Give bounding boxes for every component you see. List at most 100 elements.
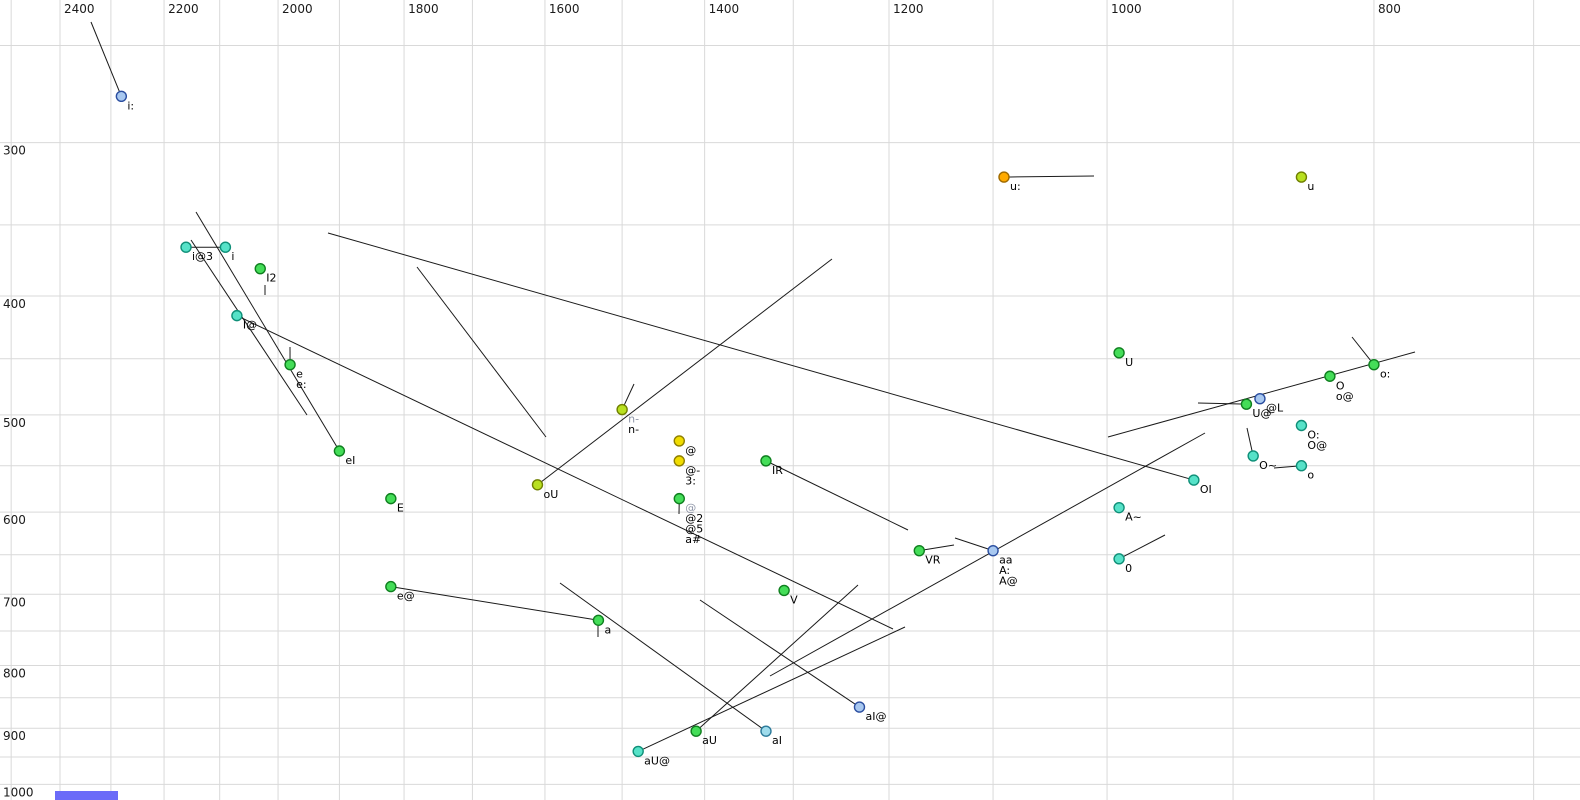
point-label-o: o — [1307, 469, 1314, 482]
point-label-aa: aa — [999, 554, 1012, 567]
data-point-i[interactable] — [219, 241, 232, 253]
data-point-O~[interactable] — [1247, 450, 1259, 462]
data-point-O:[interactable] — [1295, 419, 1308, 432]
x-axis-tick-label: 1600 — [549, 2, 580, 16]
data-point-O[interactable] — [1324, 370, 1336, 382]
point-label-e: e: — [296, 378, 306, 391]
point-label-@L: @L — [1266, 402, 1284, 415]
x-axis-tick-label: 1800 — [408, 2, 439, 16]
trajectory-line — [1118, 534, 1166, 560]
selection-artifact — [55, 791, 118, 800]
data-point-VR[interactable] — [913, 544, 925, 557]
point-label-IR: IR — [772, 464, 783, 477]
trajectory-line — [190, 239, 308, 416]
data-point-u[interactable] — [1295, 171, 1308, 183]
trajectory-line — [919, 544, 955, 552]
y-axis-tick-label: 400 — [3, 297, 26, 311]
x-axis-tick-label: 1400 — [709, 2, 740, 16]
point-label-3:: 3: — [685, 474, 696, 487]
data-point-0[interactable] — [1113, 553, 1125, 565]
data-point-o:[interactable] — [1368, 358, 1380, 371]
point-label-I2: I2 — [266, 272, 276, 285]
point-label-@: @ — [685, 444, 696, 457]
data-point-n-[interactable] — [616, 403, 628, 416]
y-axis-tick-label: 700 — [3, 595, 26, 609]
y-axis-tick-label: 900 — [3, 729, 26, 743]
point-label-aU@: aU@ — [644, 754, 670, 767]
point-label-@2: @ — [685, 502, 696, 515]
x-axis-tick-label: 800 — [1378, 2, 1401, 16]
trajectory-layer — [90, 21, 1416, 752]
artifact-layer — [55, 791, 118, 800]
y-axis-tick-label: 800 — [3, 666, 26, 680]
data-point-eI[interactable] — [333, 445, 346, 457]
y-axis-tick-label: 1000 — [3, 785, 34, 799]
point-label-3:: @- — [685, 464, 700, 477]
point-label-@2: @5 — [685, 523, 703, 536]
point-label-n-: n- — [628, 413, 639, 426]
point-label-oU: oU — [543, 488, 558, 501]
data-point-aU[interactable] — [690, 725, 702, 737]
data-point-e[interactable] — [284, 358, 296, 371]
data-point-I2[interactable] — [254, 262, 266, 275]
point-label-O: o@ — [1336, 390, 1354, 403]
data-point-a[interactable] — [592, 614, 605, 626]
point-label-eI: eI — [345, 454, 355, 467]
trajectory-line — [90, 21, 122, 97]
point-label-aa: A@ — [999, 575, 1018, 588]
trajectory-line — [559, 582, 767, 732]
data-point-i@3[interactable] — [180, 241, 192, 253]
axis-tick-layer: 2400 2200 2000 1800 1600 1400 1200 1000 800 300 40… — [3, 2, 1401, 799]
point-label-aI@: aI@ — [865, 710, 886, 723]
trajectory-line — [390, 586, 599, 621]
point-label-A~: A~ — [1125, 511, 1142, 524]
point-label-U@: U@ — [1252, 407, 1271, 420]
point-label-aU: aU — [702, 734, 717, 747]
data-point-oU[interactable] — [531, 479, 544, 491]
data-point-aa[interactable] — [987, 544, 999, 557]
x-axis-tick-label: 1000 — [1111, 2, 1142, 16]
point-label-i@3: i@3 — [192, 250, 213, 263]
point-label-E: E — [397, 502, 404, 515]
data-point-@[interactable] — [673, 435, 685, 447]
trajectory-line — [1351, 336, 1375, 365]
data-point-u:[interactable] — [998, 171, 1010, 183]
data-point-V[interactable] — [778, 584, 790, 597]
data-point-U[interactable] — [1113, 347, 1125, 359]
point-label-u:: u: — [1010, 180, 1021, 193]
trajectory-line — [695, 584, 859, 732]
point-label-O:: O@ — [1307, 439, 1327, 452]
point-label-0: 0 — [1125, 562, 1132, 575]
data-point-aU@[interactable] — [632, 745, 644, 758]
trajectory-line — [769, 432, 1206, 677]
point-label-n-: n- — [628, 423, 639, 436]
data-point-A~[interactable] — [1113, 501, 1125, 514]
trajectory-line — [765, 460, 909, 531]
data-point-U@[interactable] — [1240, 398, 1253, 410]
data-point-@L[interactable] — [1254, 393, 1266, 405]
point-label-aa: A: — [999, 564, 1010, 577]
trajectory-line — [416, 266, 547, 438]
point-label-@2: a# — [685, 533, 701, 546]
data-point-aI[interactable] — [760, 725, 772, 737]
trajectory-line — [327, 232, 1194, 481]
data-point-E[interactable] — [385, 492, 397, 505]
data-point-3:[interactable] — [673, 455, 685, 467]
point-label-a: a — [604, 623, 611, 636]
trajectory-line — [236, 315, 894, 630]
data-point-OI[interactable] — [1188, 474, 1200, 486]
point-label-i:: i: — [127, 99, 134, 112]
data-point-aI@[interactable] — [853, 701, 866, 713]
data-point-I@[interactable] — [231, 309, 243, 322]
data-point-i:[interactable] — [115, 90, 128, 102]
point-label-O: O — [1336, 379, 1345, 392]
data-point-o[interactable] — [1295, 460, 1308, 472]
trajectory-line — [637, 626, 906, 752]
data-point-e@[interactable] — [385, 580, 397, 593]
data-point-IR[interactable] — [760, 455, 772, 467]
data-point-@2[interactable] — [673, 492, 685, 505]
point-label-layer: i:i@3 iI2I@ee:eIEe@oUn-n-@@-3:@@2@5a#IRaV… — [127, 99, 1390, 767]
point-label-OI: OI — [1200, 483, 1212, 496]
